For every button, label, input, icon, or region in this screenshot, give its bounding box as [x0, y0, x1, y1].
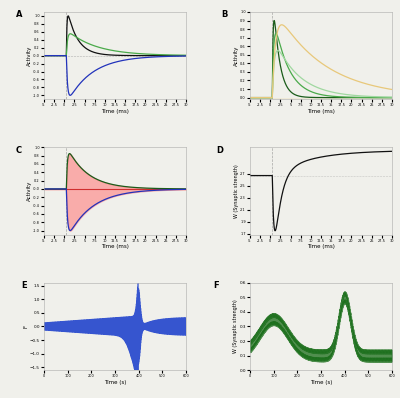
Y-axis label: F: F: [24, 325, 28, 328]
Y-axis label: W (Synaptic strength): W (Synaptic strength): [234, 164, 239, 218]
X-axis label: Time (ms): Time (ms): [101, 244, 129, 249]
Text: D: D: [216, 146, 223, 154]
X-axis label: Time (ms): Time (ms): [307, 244, 335, 249]
Y-axis label: Activity: Activity: [234, 45, 239, 66]
Text: B: B: [222, 10, 228, 19]
Y-axis label: W (Synaptic strength): W (Synaptic strength): [233, 300, 238, 353]
X-axis label: Time (ms): Time (ms): [307, 109, 335, 114]
X-axis label: Time (s): Time (s): [104, 380, 126, 385]
X-axis label: Time (s): Time (s): [310, 380, 332, 385]
Y-axis label: Activity: Activity: [26, 181, 32, 201]
Text: A: A: [16, 10, 22, 19]
Y-axis label: Activity: Activity: [26, 45, 32, 66]
Text: C: C: [16, 146, 22, 154]
Text: E: E: [21, 281, 27, 290]
Text: F: F: [213, 281, 219, 290]
X-axis label: Time (ms): Time (ms): [101, 109, 129, 114]
